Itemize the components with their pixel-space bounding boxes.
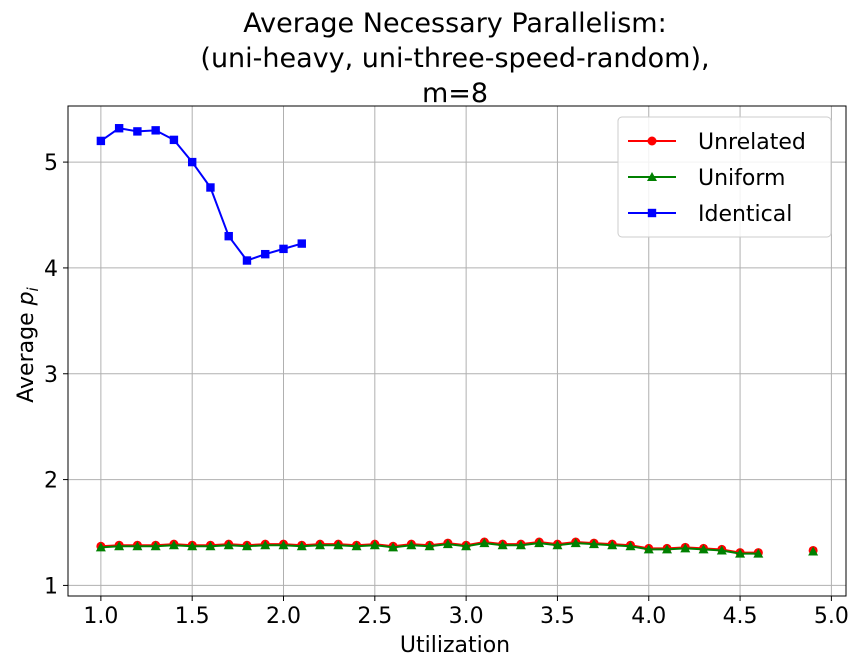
x-tick-label: 1.0 (83, 604, 118, 629)
chart-title: Average Necessary Parallelism: (uni-heav… (200, 8, 709, 109)
y-axis-label-prefix: Average (14, 305, 39, 402)
series-uniform-marker (753, 548, 764, 558)
legend: Unrelated Uniform Identical (617, 116, 832, 238)
series-uniform-marker (607, 540, 618, 550)
y-axis-label-var: p (14, 291, 39, 306)
x-tick-label: 1.5 (175, 604, 210, 629)
series-uniform-marker (351, 541, 362, 551)
series-uniform-marker (442, 539, 453, 549)
series-identical-marker (114, 124, 124, 133)
legend-entry-identical: Identical (628, 202, 792, 227)
series-layer (95, 124, 819, 558)
series-uniform-marker (680, 543, 691, 553)
legend-label: Identical (698, 202, 792, 227)
series-uniform-marker (497, 540, 508, 550)
series-uniform-marker (515, 540, 526, 550)
series-uniform-marker (643, 544, 654, 554)
series-identical-marker (169, 135, 179, 145)
legend-marker (647, 136, 657, 146)
x-tick-label: 2.0 (266, 604, 301, 629)
series-uniform-marker (588, 539, 599, 549)
series-uniform-marker (333, 540, 344, 550)
y-tick-label: 2 (44, 469, 58, 494)
series-identical-marker (133, 127, 142, 136)
legend-label: Unrelated (698, 130, 806, 155)
series-uniform-marker (132, 541, 143, 551)
series-unrelated (96, 537, 818, 558)
y-tick-label: 5 (44, 151, 58, 176)
chart-title-line: Average Necessary Parallelism: (243, 8, 666, 39)
series-uniform-marker (223, 540, 234, 550)
x-axis-ticks: 1.0 1.5 2.0 2.5 3.0 3.5 4.0 4.5 5.0 (83, 596, 849, 629)
series-uniform-marker (168, 540, 179, 550)
series-uniform-marker (95, 542, 106, 552)
x-axis-label: Utilization (400, 633, 510, 658)
series-uniform-marker (424, 541, 435, 551)
series-uniform-marker (406, 540, 417, 550)
series-identical-marker (242, 256, 252, 265)
x-tick-label: 4.0 (631, 604, 666, 629)
x-tick-label: 3.5 (540, 604, 575, 629)
legend-box (617, 116, 832, 238)
series-uniform-marker (296, 541, 307, 551)
series-uniform-marker (534, 538, 545, 548)
series-uniform (95, 538, 819, 558)
legend-marker (647, 208, 657, 218)
chart-title-line: (uni-heavy, uni-three-speed-random), (200, 43, 709, 74)
y-tick-label: 4 (44, 257, 58, 282)
y-axis-label: Average pi (14, 286, 42, 402)
series-uniform-marker (735, 548, 746, 558)
series-identical-marker (187, 157, 197, 167)
y-axis-label-sub: i (24, 286, 42, 291)
series-identical-marker (261, 249, 270, 259)
series-uniform-marker (315, 540, 326, 550)
legend-entry-uniform: Uniform (628, 166, 785, 191)
chart-title-line: m=8 (422, 78, 488, 109)
series-uniform-marker (552, 540, 563, 550)
plot-area-frame (67, 105, 847, 597)
series-uniform-marker (187, 541, 198, 551)
series-uniform-marker (461, 541, 472, 551)
series-identical-marker (206, 183, 215, 192)
series-uniform-marker (479, 538, 490, 548)
series-uniform-marker (369, 540, 380, 550)
series-identical-marker (96, 136, 106, 146)
x-tick-label: 4.5 (723, 604, 758, 629)
series-uniform-marker (114, 541, 125, 551)
series-uniform-marker (808, 546, 819, 556)
series-uniform-marker (388, 542, 399, 552)
series-uniform-marker (278, 540, 289, 550)
series-uniform-marker (698, 544, 709, 554)
series-uniform-marker (662, 544, 673, 554)
series-uniform-marker (716, 545, 727, 555)
series-uniform-marker (260, 540, 271, 550)
legend-label: Uniform (698, 166, 785, 191)
legend-marker (647, 172, 657, 181)
series-uniform-marker (625, 541, 636, 551)
series-identical-marker (224, 231, 233, 241)
y-tick-label: 1 (44, 574, 58, 599)
y-tick-label: 3 (44, 363, 58, 388)
series-identical-line (100, 127, 303, 262)
series-uniform-marker (241, 541, 252, 551)
series-uniform-marker (570, 538, 581, 548)
series-identical-marker (297, 239, 306, 248)
series-identical-marker (151, 126, 160, 135)
y-axis-ticks: 1 2 3 4 5 (44, 151, 68, 599)
x-tick-label: 3.0 (449, 604, 484, 629)
x-tick-label: 5.0 (814, 604, 849, 629)
series-identical (96, 124, 306, 265)
legend-entry-unrelated: Unrelated (628, 130, 806, 155)
series-uniform-marker (205, 541, 216, 551)
series-identical-marker (279, 244, 288, 254)
series-uniform-marker (150, 541, 161, 551)
x-tick-label: 2.5 (357, 604, 392, 629)
